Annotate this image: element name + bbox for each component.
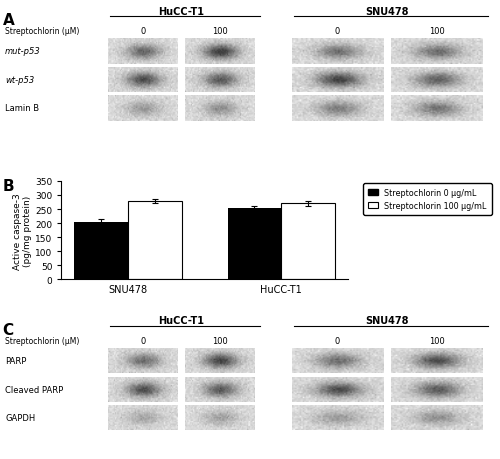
Text: HuCC-T1: HuCC-T1 bbox=[158, 7, 204, 17]
Text: 100: 100 bbox=[212, 336, 228, 345]
Text: 1.00: 1.00 bbox=[328, 385, 347, 394]
Text: 1.00: 1.00 bbox=[134, 76, 152, 85]
Text: PARP: PARP bbox=[5, 357, 26, 365]
Text: 0.93: 0.93 bbox=[210, 385, 230, 394]
Text: 1.35: 1.35 bbox=[428, 76, 446, 85]
Text: SNU478: SNU478 bbox=[366, 316, 409, 326]
Text: 1.00: 1.00 bbox=[328, 47, 347, 56]
Text: ×1.29: ×1.29 bbox=[424, 378, 450, 387]
Text: Streptochlorin (μM): Streptochlorin (μM) bbox=[5, 27, 80, 36]
Text: 1.00: 1.00 bbox=[134, 357, 152, 365]
Text: 1.00: 1.00 bbox=[328, 357, 347, 365]
Text: 0: 0 bbox=[335, 27, 340, 36]
Text: 1.18: 1.18 bbox=[210, 76, 230, 85]
Text: 1.00: 1.00 bbox=[134, 385, 152, 394]
Text: 1.00: 1.00 bbox=[328, 76, 347, 85]
Text: HuCC-T1: HuCC-T1 bbox=[158, 316, 204, 326]
Text: Streptochlorin (μM): Streptochlorin (μM) bbox=[5, 336, 80, 345]
Text: Cleaved PARP: Cleaved PARP bbox=[5, 385, 63, 394]
Text: 100: 100 bbox=[212, 27, 228, 36]
Text: 0.89: 0.89 bbox=[428, 385, 446, 394]
Text: 0.98: 0.98 bbox=[428, 47, 446, 56]
Text: 100: 100 bbox=[429, 336, 444, 345]
Text: 0.69: 0.69 bbox=[428, 357, 446, 365]
Text: SNU478: SNU478 bbox=[366, 7, 409, 17]
Text: GAPDH: GAPDH bbox=[5, 414, 35, 422]
Text: 0: 0 bbox=[140, 336, 145, 345]
Text: Lamin B: Lamin B bbox=[5, 104, 39, 113]
Text: 0: 0 bbox=[335, 336, 340, 345]
Text: 0.54: 0.54 bbox=[210, 357, 229, 365]
Text: 0: 0 bbox=[140, 27, 145, 36]
Text: 100: 100 bbox=[429, 27, 444, 36]
Text: wt-p53: wt-p53 bbox=[5, 76, 34, 85]
Text: B: B bbox=[2, 179, 14, 193]
Text: 1.00: 1.00 bbox=[134, 47, 152, 56]
Text: mut-p53: mut-p53 bbox=[5, 47, 41, 56]
Text: A: A bbox=[2, 13, 14, 28]
Text: C: C bbox=[2, 322, 14, 337]
Text: 0.57: 0.57 bbox=[210, 47, 230, 56]
Text: ×1.73: ×1.73 bbox=[208, 378, 233, 387]
